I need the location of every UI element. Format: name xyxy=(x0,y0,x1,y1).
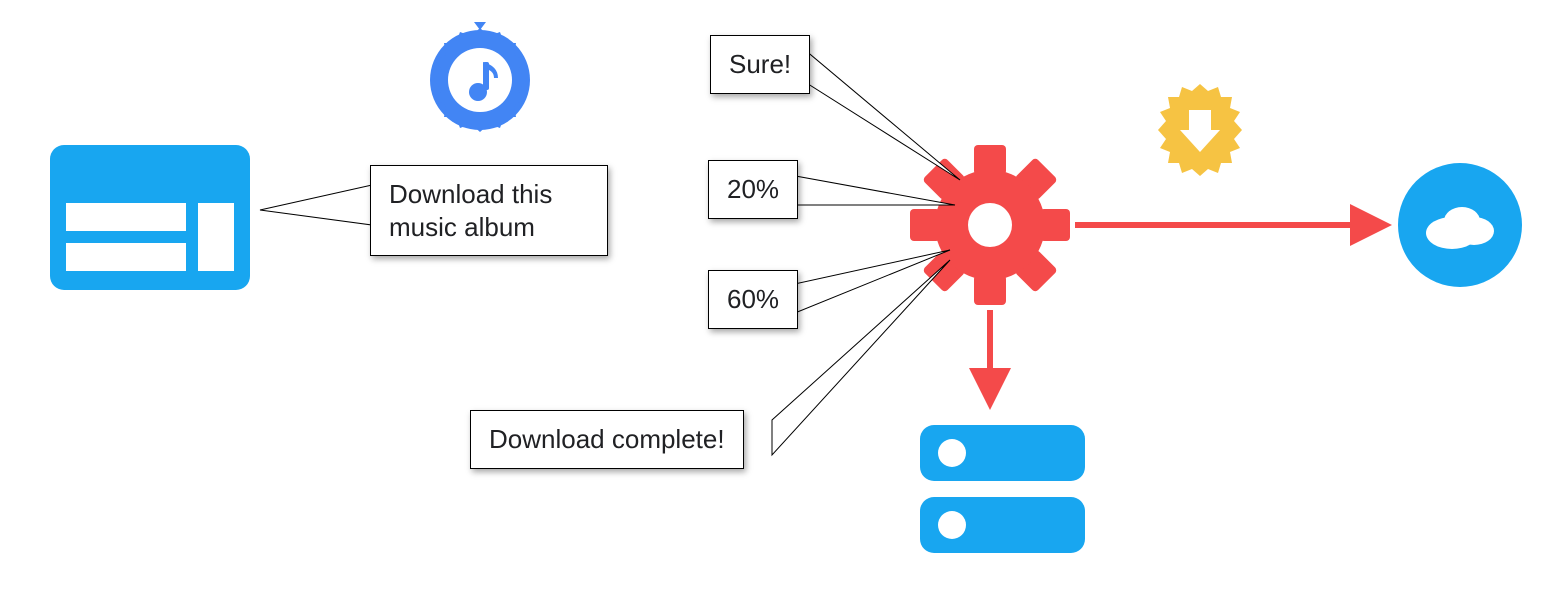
storage-icon xyxy=(920,425,1085,553)
callout-progress-20: 20% xyxy=(708,160,798,219)
arrows xyxy=(990,225,1380,398)
callout-progress-60: 60% xyxy=(708,270,798,329)
callout-tails xyxy=(260,50,960,455)
callout-download-request: Download thismusic album xyxy=(370,165,608,256)
download-seal-icon xyxy=(1158,84,1242,176)
callout-sure: Sure! xyxy=(710,35,810,94)
cloud-icon xyxy=(1398,163,1522,287)
activity-card-icon xyxy=(50,145,250,290)
gear-icon xyxy=(877,112,1103,338)
music-badge-icon xyxy=(430,22,530,130)
callout-download-complete: Download complete! xyxy=(470,410,744,469)
music-seal-icon xyxy=(433,28,527,132)
diagram-canvas: Download thismusic album Sure! 20% 60% D… xyxy=(0,0,1550,600)
